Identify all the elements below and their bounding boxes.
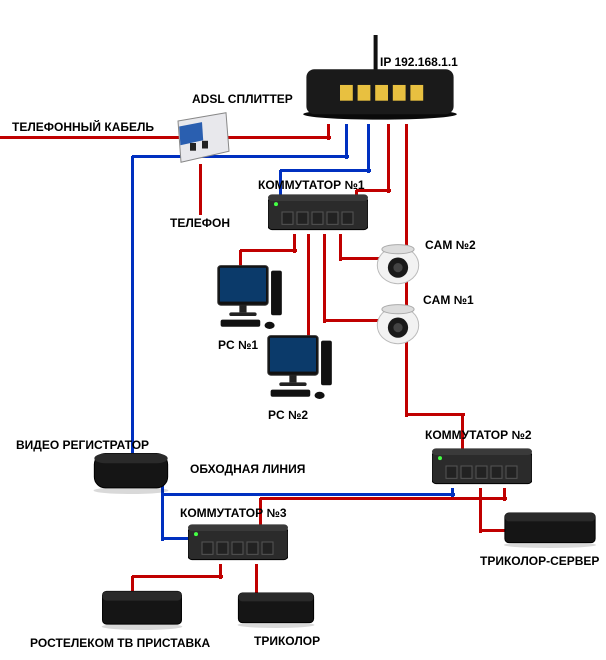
node-splitter	[172, 110, 232, 165]
node-pc1	[212, 262, 284, 334]
label-phoneline: ТЕЛЕФОННЫЙ КАБЕЛЬ	[12, 120, 154, 134]
node-sw1	[268, 190, 368, 234]
edge-16-seg-0	[161, 494, 164, 541]
label-sw2: КОММУТАТОР №2	[425, 428, 532, 442]
node-cam1	[375, 300, 421, 346]
edge-14-seg-1	[280, 169, 371, 172]
node-router	[300, 35, 460, 125]
node-sw2	[432, 444, 532, 488]
label-trisrv: ТРИКОЛОР-СЕРВЕР	[480, 554, 599, 568]
label-router: IP 192.168.1.1	[380, 55, 458, 69]
node-dvr	[92, 450, 170, 494]
edge-7-seg-0	[387, 124, 390, 193]
edge-15-seg-1	[162, 493, 455, 496]
label-cam1: CAM №1	[423, 293, 474, 307]
node-tri	[236, 590, 316, 628]
edge-0-seg-0	[0, 136, 179, 139]
edge-8-seg-1	[406, 413, 465, 416]
label-rtstb: РОСТЕЛЕКОМ ТВ ПРИСТАВКА	[30, 636, 210, 650]
edge-6-seg-1	[340, 257, 379, 260]
edge-10-seg-1	[260, 497, 507, 500]
edge-2-seg-0	[228, 136, 331, 139]
edge-3-seg-1	[240, 249, 297, 252]
label-tri: ТРИКОЛОР	[254, 634, 320, 648]
node-pc2	[262, 332, 334, 404]
edge-1-seg-0	[199, 164, 202, 215]
label-pc1: PC №1	[218, 338, 258, 352]
label-splitter: ADSL СПЛИТТЕР	[192, 92, 293, 106]
edge-11-seg-1	[132, 575, 223, 578]
label-dvr: ВИДЕО РЕГИСТРАТОР	[16, 438, 149, 452]
node-sw3	[188, 520, 288, 564]
network-diagram: IP 192.168.1.1 ADSL СПЛИТТЕР ТЕЛЕФОННЫЙ К…	[0, 0, 606, 660]
edge-14-seg-0	[367, 124, 370, 173]
edge-9-seg-0	[479, 488, 482, 533]
edge-4-seg-0	[307, 234, 310, 339]
edge-2-seg-1	[327, 124, 330, 140]
node-rtstb	[100, 588, 184, 630]
label-pc2: PC №2	[268, 408, 308, 422]
edge-5-seg-1	[324, 319, 379, 322]
label-cam2: CAM №2	[425, 238, 476, 252]
edge-13-seg-1	[132, 155, 349, 158]
label-sw3: КОММУТАТОР №3	[180, 506, 287, 520]
node-trisrv	[502, 510, 598, 548]
node-cam2	[375, 240, 421, 286]
edge-13-seg-0	[345, 124, 348, 159]
edge-13-seg-2	[131, 156, 134, 455]
label-bypass: ОБХОДНАЯ ЛИНИЯ	[190, 462, 305, 476]
edge-5-seg-0	[323, 234, 326, 323]
label-sw1: КОММУТАТОР №1	[258, 178, 365, 192]
label-phone: ТЕЛЕФОН	[170, 216, 230, 230]
